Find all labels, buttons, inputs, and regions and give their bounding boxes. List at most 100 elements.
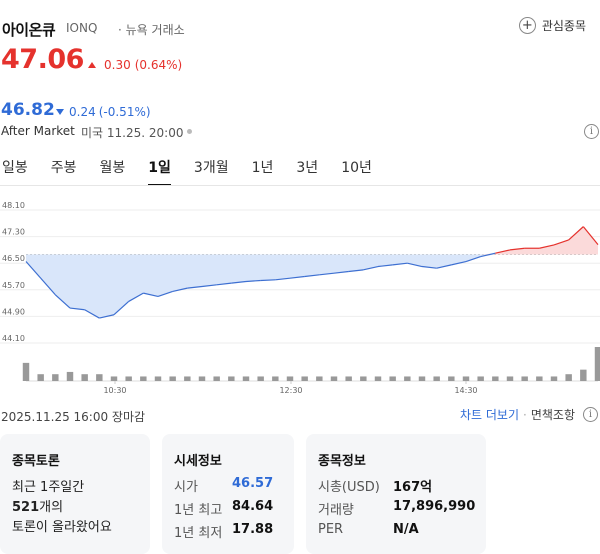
ah-change-value: 0.24	[69, 105, 96, 119]
card-title: 종목토론	[12, 454, 60, 469]
tab-2[interactable]: 월봉	[99, 160, 126, 176]
discussion-card[interactable]: 종목토론 최근 1주일간 521개의 토론이 올라왔어요	[0, 434, 150, 554]
after-market-time: 미국 11.25. 20:00	[81, 126, 184, 140]
volume-bar	[37, 374, 44, 381]
tab-6[interactable]: 3년	[296, 160, 319, 176]
volume-bar	[81, 374, 88, 381]
volume-bar	[536, 376, 543, 381]
tab-7[interactable]: 10년	[341, 160, 372, 176]
tab-0[interactable]: 일봉	[2, 160, 28, 176]
volume-bar	[125, 376, 132, 381]
price-line-segment	[187, 285, 203, 289]
current-price: 47.06	[1, 44, 84, 75]
volume-bar	[492, 376, 499, 381]
volume-bar	[228, 376, 235, 381]
price-line-segment	[54, 294, 71, 309]
volume-bar	[448, 376, 455, 381]
intraday-chart[interactable]: 48.10 47.30 46.50 45.70 44.90 44.10 10:30 12:30…	[0, 195, 600, 400]
y-tick-label: 45.70	[2, 281, 25, 290]
row-label: 거래량	[318, 503, 354, 518]
row-value: 167억	[393, 480, 433, 495]
price-line-segment	[465, 255, 481, 263]
volume-bar	[506, 376, 514, 381]
quote-row-52w-low: 1년 최저 17.88	[174, 522, 273, 541]
price-line-segment	[99, 314, 115, 319]
price-line-segment	[275, 277, 291, 281]
price-line-segment	[25, 261, 42, 279]
volume-bar	[330, 376, 338, 381]
volume-bar	[301, 376, 308, 381]
tab-4[interactable]: 3개월	[193, 160, 229, 176]
price-line-segment	[216, 282, 232, 286]
period-tabs: 일봉 주봉 월봉 1일 3개월 1년 3년 10년	[0, 150, 600, 186]
change-percent: (0.64%)	[134, 58, 183, 72]
tab-5[interactable]: 1년	[251, 160, 274, 176]
volume-bar	[213, 376, 220, 381]
info-icon[interactable]: i	[583, 407, 598, 422]
price-line-segment	[363, 265, 379, 271]
volume-bar	[96, 374, 103, 381]
volume-bar	[521, 376, 528, 381]
row-label: 1년 최고	[174, 503, 223, 518]
ah-change-percent: (-0.51%)	[98, 105, 151, 119]
price-line-segment	[40, 277, 56, 296]
price-line-segment	[289, 275, 305, 279]
volume-bar	[477, 376, 484, 381]
price-line-segment	[333, 270, 349, 274]
info-row-per: PER N/A	[318, 522, 419, 537]
volume-bar	[184, 376, 191, 381]
add-favorite-button[interactable]: + 관심종목	[518, 17, 586, 34]
price-line-segment	[348, 269, 364, 273]
info-icon[interactable]: i	[584, 124, 599, 139]
price-line-segment	[260, 279, 276, 282]
price-line-segment	[480, 252, 496, 258]
y-tick-label: 48.10	[2, 201, 25, 210]
price-line-segment	[245, 279, 261, 283]
volume-bar	[140, 376, 147, 381]
volume-bar	[389, 376, 396, 381]
arrow-down-icon	[56, 109, 64, 115]
price-change: 0.30 (0.64%)	[88, 58, 182, 72]
x-tick-label: 12:30	[279, 386, 302, 395]
volume-bar	[433, 376, 440, 381]
row-label: 시총(USD)	[318, 480, 380, 495]
chart-more-link[interactable]: 차트 더보기	[459, 408, 519, 422]
status-dot-icon	[187, 129, 192, 134]
separator: ·	[523, 407, 527, 422]
price-line-segment	[377, 264, 393, 268]
volume-bar	[110, 376, 118, 381]
card-title: 시세정보	[174, 454, 222, 469]
plus-icon: +	[518, 17, 536, 34]
ticker-code: IONQ	[66, 21, 98, 35]
tab-3[interactable]: 1일	[148, 150, 171, 186]
footer-links: 차트 더보기 · 면책조항 i	[460, 406, 598, 423]
row-value: 17.88	[232, 522, 274, 537]
price-line-segment	[201, 284, 217, 288]
volume-bar	[316, 376, 323, 381]
price-line-segment	[495, 249, 511, 254]
discussion-count-value: 521	[12, 500, 40, 515]
quote-row-52w-high: 1년 최고 84.64	[174, 499, 273, 518]
y-tick-label: 44.10	[2, 334, 25, 343]
tab-1[interactable]: 주봉	[50, 160, 77, 176]
discussion-count-suffix: 개의	[39, 500, 64, 515]
exchange-label: · 뉴욕 거래소	[118, 23, 185, 37]
tab-divider	[0, 185, 600, 186]
volume-bar	[550, 376, 558, 381]
price-line-segment	[421, 265, 437, 269]
volume-bar	[22, 362, 30, 381]
discussion-text: 토론이 올라왔어요	[12, 520, 112, 535]
price-line-segment	[231, 280, 247, 284]
quote-row-open: 시가 46.57	[174, 476, 273, 495]
favorite-label: 관심종목	[541, 19, 586, 33]
volume-bar	[360, 376, 367, 381]
stock-info-card[interactable]: 종목정보 시총(USD) 167억 거래량 17,896,990 PER N/A	[306, 434, 486, 554]
stock-name: 아이온큐	[2, 21, 56, 39]
price-line-segment	[69, 307, 85, 311]
volume-bar	[374, 376, 382, 381]
change-value: 0.30	[104, 58, 131, 72]
quote-card[interactable]: 시세정보 시가 46.57 1년 최고 84.64 1년 최저 17.88	[162, 434, 294, 554]
row-value: 17,896,990	[393, 499, 476, 514]
market-close-time: 2025.11.25 16:00 장마감	[1, 410, 146, 424]
disclaimer-link[interactable]: 면책조항	[530, 408, 575, 422]
